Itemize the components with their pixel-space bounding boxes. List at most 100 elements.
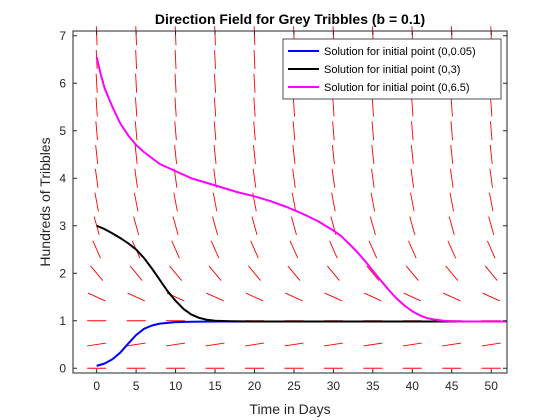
y-tick-label: 1 bbox=[59, 314, 66, 328]
direction-field-segment bbox=[253, 145, 256, 164]
direction-field-segment bbox=[174, 97, 177, 117]
direction-field-segment bbox=[174, 145, 178, 164]
direction-field-segment bbox=[410, 168, 415, 188]
direction-field-segment bbox=[410, 145, 414, 164]
direction-field-segment bbox=[173, 192, 178, 212]
direction-field-segment bbox=[371, 145, 375, 164]
direction-field-segment bbox=[410, 192, 415, 212]
direction-field-segment bbox=[363, 342, 383, 347]
y-axis-label: Hundreds of Tribbles bbox=[37, 137, 53, 266]
direction-field-segment bbox=[166, 342, 186, 347]
direction-field-segment bbox=[135, 73, 138, 93]
direction-field-segment bbox=[205, 342, 225, 347]
direction-field-segment bbox=[442, 292, 461, 302]
x-tick-label: 20 bbox=[248, 379, 262, 393]
direction-field-segment bbox=[292, 145, 296, 164]
direction-field-segment bbox=[403, 292, 422, 302]
direction-field-segment bbox=[484, 265, 498, 281]
legend: Solution for initial point (0,0.05) Solut… bbox=[282, 38, 502, 100]
direction-field-segment bbox=[445, 265, 459, 281]
x-tick-label: 0 bbox=[93, 379, 100, 393]
direction-field-segment bbox=[332, 121, 335, 141]
direction-field-segment bbox=[208, 265, 222, 281]
chart-title: Direction Field for Grey Tribbles (b = 0… bbox=[155, 11, 425, 27]
direction-field-segment bbox=[169, 265, 182, 281]
legend-box bbox=[282, 38, 502, 100]
direction-field-segment bbox=[291, 192, 297, 212]
y-tick-label: 7 bbox=[59, 29, 66, 43]
direction-field-segment bbox=[87, 342, 107, 347]
direction-field-segment bbox=[285, 292, 303, 302]
direction-field-segment bbox=[402, 342, 422, 347]
direction-field-segment bbox=[213, 168, 217, 188]
direction-field-segment bbox=[287, 265, 301, 281]
direction-field-segment bbox=[370, 192, 376, 212]
direction-field-segment bbox=[172, 216, 179, 236]
direction-field-segment bbox=[368, 240, 378, 259]
x-axis-label: Time in Days bbox=[249, 401, 330, 417]
direction-field-segment bbox=[253, 26, 256, 46]
direction-field-segment bbox=[486, 240, 496, 259]
direction-field-segment bbox=[212, 192, 218, 212]
direction-field-segment bbox=[90, 265, 104, 281]
direction-field-segment bbox=[482, 292, 501, 302]
direction-field-segment bbox=[133, 216, 140, 236]
direction-field-segment bbox=[448, 216, 455, 236]
direction-field-segment bbox=[173, 168, 178, 188]
direction-field-segment bbox=[214, 26, 216, 46]
direction-field-segment bbox=[95, 26, 98, 46]
direction-field-segment bbox=[245, 342, 264, 347]
direction-field-segment bbox=[290, 216, 297, 236]
axes-box bbox=[72, 30, 508, 374]
solution-curves bbox=[95, 56, 507, 367]
direction-field-segment bbox=[95, 121, 98, 141]
direction-field-segment bbox=[251, 216, 258, 236]
direction-field-segment bbox=[212, 216, 219, 236]
direction-field-segment bbox=[134, 145, 138, 164]
direction-field-segment bbox=[449, 192, 454, 212]
direction-field-segment bbox=[253, 49, 256, 70]
direction-field-segment bbox=[213, 121, 217, 141]
direction-field-segment bbox=[127, 292, 145, 302]
direction-field-segment bbox=[289, 240, 299, 259]
y-tick-label: 3 bbox=[59, 219, 66, 233]
direction-field-segment bbox=[411, 97, 414, 117]
x-tick-label: 30 bbox=[327, 379, 341, 393]
direction-field-segment bbox=[450, 168, 454, 188]
direction-field-segment bbox=[94, 168, 99, 188]
direction-field-segment bbox=[126, 342, 146, 347]
direction-field-segment bbox=[135, 26, 137, 46]
x-tick-label: 10 bbox=[169, 379, 183, 393]
direction-field-segment bbox=[447, 240, 457, 259]
direction-field-segment bbox=[405, 265, 419, 281]
axes bbox=[72, 30, 508, 374]
direction-field-segment bbox=[489, 145, 493, 164]
direction-field-segment bbox=[292, 97, 296, 117]
direction-field-segment bbox=[206, 292, 224, 302]
direction-field-segment bbox=[135, 49, 138, 70]
y-tick-label: 0 bbox=[59, 361, 66, 375]
direction-field-segment bbox=[489, 121, 493, 141]
direction-field-segment bbox=[371, 168, 375, 188]
direction-field-segment bbox=[87, 292, 106, 302]
direction-field-segment bbox=[366, 265, 380, 281]
direction-field-segment bbox=[213, 97, 217, 117]
direction-field-segment bbox=[442, 342, 462, 347]
direction-field-segment bbox=[450, 97, 453, 117]
direction-field-segment bbox=[284, 342, 304, 347]
direction-field-segment bbox=[326, 265, 340, 281]
y-tick-label: 4 bbox=[59, 171, 66, 185]
direction-field-segment bbox=[331, 145, 335, 164]
direction-field-segment bbox=[408, 240, 417, 259]
direction-field-segment bbox=[214, 73, 217, 93]
direction-field-segment bbox=[323, 342, 343, 347]
direction-field-segment bbox=[171, 240, 180, 259]
direction-field-segment bbox=[250, 240, 259, 259]
direction-field-segment bbox=[210, 240, 220, 259]
x-tick-label: 45 bbox=[445, 379, 459, 393]
y-tick-label: 5 bbox=[59, 124, 66, 138]
direction-field-segment bbox=[481, 342, 501, 347]
direction-field-segment bbox=[329, 240, 338, 259]
